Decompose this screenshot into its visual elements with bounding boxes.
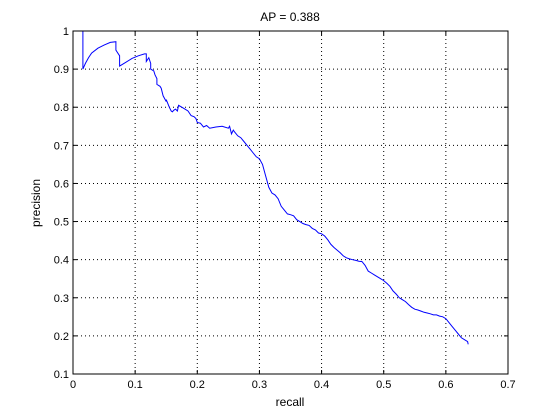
x-tick-label: 0.2 <box>190 379 205 391</box>
x-tick-label: 0.5 <box>376 379 391 391</box>
y-tick-labels: 0.1 0.2 0.3 0.4 0.5 0.6 0.7 0.8 0.9 1 <box>54 26 69 381</box>
x-tick-label: 0.3 <box>252 379 267 391</box>
y-tick-label: 0.2 <box>54 331 69 343</box>
y-tick-label: 0.5 <box>54 217 69 229</box>
plot-frame <box>72 30 509 375</box>
x-tick-labels: 0 0.1 0.2 0.3 0.4 0.5 0.6 0.7 <box>70 379 516 391</box>
series-layer <box>82 31 469 345</box>
y-tick-label: 0.8 <box>54 102 69 114</box>
x-tick-label: 0.1 <box>127 379 142 391</box>
grid <box>73 31 508 374</box>
x-tick-label: 0.4 <box>314 379 329 391</box>
y-tick-label: 0.7 <box>54 140 69 152</box>
chart-title: AP = 0.388 <box>260 10 320 24</box>
y-tick-label: 0.6 <box>54 178 69 190</box>
y-tick-label: 1 <box>63 26 69 38</box>
x-tick-label: 0.6 <box>438 379 453 391</box>
x-tick-label: 0 <box>70 379 76 391</box>
y-axis-label: precision <box>29 179 43 227</box>
y-tick-label: 0.3 <box>54 293 69 305</box>
x-axis-label: recall <box>276 395 305 409</box>
x-tick-label: 0.7 <box>500 379 515 391</box>
ticks <box>72 30 509 375</box>
y-tick-label: 0.4 <box>54 255 69 267</box>
y-tick-label: 0.1 <box>54 369 69 381</box>
pr-curve-line <box>82 31 469 345</box>
y-tick-label: 0.9 <box>54 64 69 76</box>
